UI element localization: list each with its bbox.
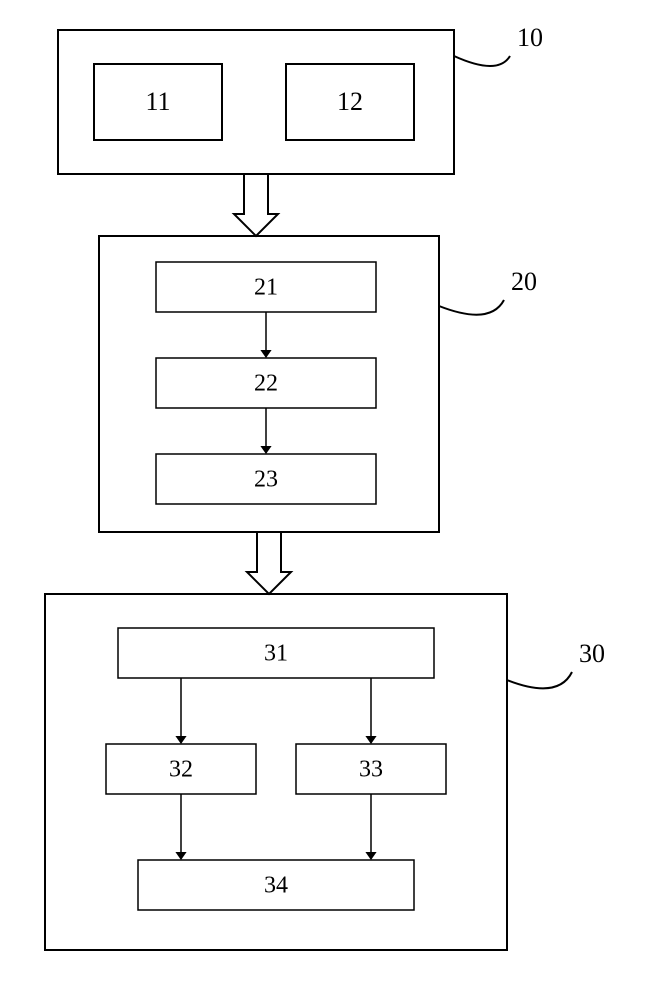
block-arrow-g10-g20 xyxy=(234,174,278,236)
node-label-n22: 22 xyxy=(254,371,278,397)
group-label-g30: 30 xyxy=(579,639,605,668)
node-label-n34: 34 xyxy=(264,873,288,899)
node-label-n31: 31 xyxy=(264,641,288,667)
group-label-g10: 10 xyxy=(517,23,543,52)
block-arrow-g20-g30 xyxy=(247,532,291,594)
group-label-g20: 20 xyxy=(511,267,537,296)
leader-g30 xyxy=(507,672,572,688)
node-label-n33: 33 xyxy=(359,757,383,783)
node-label-n12: 12 xyxy=(337,87,363,116)
leader-g20 xyxy=(439,300,504,315)
node-label-n11: 11 xyxy=(145,87,170,116)
node-label-n23: 23 xyxy=(254,467,278,493)
node-label-n32: 32 xyxy=(169,757,193,783)
node-label-n21: 21 xyxy=(254,275,278,301)
leader-g10 xyxy=(454,56,510,66)
